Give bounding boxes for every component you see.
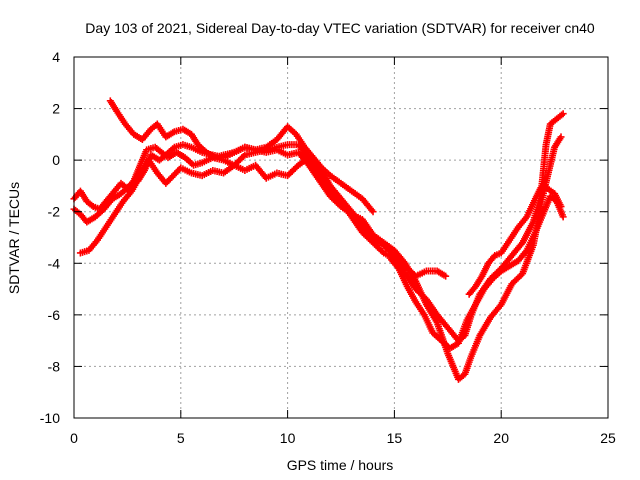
series-track-f	[386, 192, 567, 352]
x-tick-label: 10	[280, 430, 296, 446]
y-tick-label: -2	[48, 204, 61, 220]
y-tick-label: -4	[48, 255, 61, 271]
y-tick-label: 4	[52, 49, 60, 65]
chart-title: Day 103 of 2021, Sidereal Day-to-day VTE…	[85, 20, 595, 36]
y-tick-label: -6	[48, 307, 61, 323]
x-tick-label: 20	[493, 430, 509, 446]
data-point	[369, 208, 377, 216]
tick-layer: 0 5 10 15 20 25 -10 -8 -6 -4 -2 0 2 4	[40, 49, 616, 446]
data-point	[557, 133, 565, 141]
data-point	[442, 272, 450, 280]
x-tick-label: 25	[600, 430, 616, 446]
y-tick-label: -8	[48, 358, 61, 374]
plot-frame	[73, 56, 609, 419]
series-track-d	[106, 97, 377, 216]
data-point	[239, 152, 247, 160]
data-point	[378, 247, 386, 255]
x-axis-label: GPS time / hours	[287, 457, 394, 473]
series-track-c	[76, 141, 450, 280]
y-tick-label: -10	[40, 410, 60, 426]
x-tick-label: 15	[387, 430, 403, 446]
data-layer	[70, 97, 567, 383]
y-tick-label: 2	[52, 101, 60, 117]
y-axis-label: SDTVAR / TECUs	[6, 182, 22, 294]
data-point	[559, 110, 567, 118]
series-track-e	[465, 110, 567, 298]
data-point	[559, 213, 567, 221]
series-track-b	[70, 133, 565, 383]
x-tick-label: 5	[177, 430, 185, 446]
x-tick-label: 0	[70, 430, 78, 446]
y-tick-label: 0	[52, 152, 60, 168]
